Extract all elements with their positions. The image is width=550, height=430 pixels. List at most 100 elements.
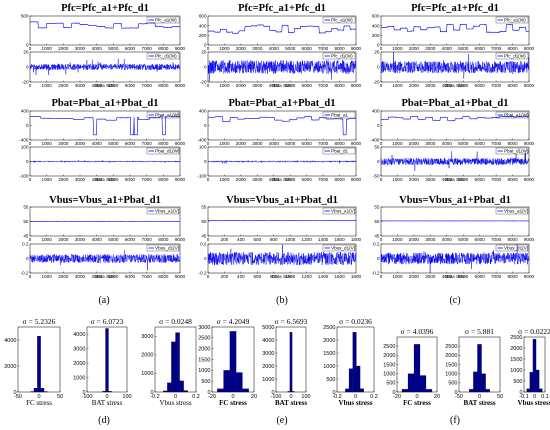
hist-xtick-label: 0 [37,394,40,400]
approx-axis-xtick-label: 4000 [442,237,453,242]
detail-axis-xtick-label: 3000 [425,83,436,88]
detail-axis-ytick-label: 0 [26,256,29,261]
approx-axis-frame [29,15,181,46]
detail-axis-legend-label: Pfc_d1(W) [504,54,526,59]
approx-axis-xtick-label: 4000 [92,141,103,146]
approx-axis-legend-box [146,111,180,119]
detail-axis-xtick-label: 1400 [318,274,329,279]
histogram-bar [352,332,357,393]
approx-axis-xtick-label: 3000 [425,141,436,146]
hist-xtick-label: 0 [105,394,108,400]
hist-ytick-label: 1500 [445,362,457,368]
hist-x-axis-label: Vbus stress [339,399,373,407]
subplot-title: Vbus=Vbus_a1+Pbat_d1 [399,195,511,206]
approx-axis-legend-box [322,207,356,215]
detail-axis-xtick-label: 3000 [75,83,86,88]
approx-axis-xtick-label: 1600 [334,237,345,242]
approx-axis-legend-label: Vbus_a1(V) [155,209,180,214]
detail-axis-xtick-label: 4000 [92,274,103,279]
detail-axis-ytick-label: 20 [374,50,380,55]
histogram-bar [108,391,112,393]
hist-ytick-label: 1000 [141,371,153,377]
panel-label: (f) [450,415,460,426]
approx-axis-ytick-label: 0 [204,123,207,128]
detail-axis-xtick-label: 0 [380,177,383,182]
hist-ytick-label: 2000 [198,346,210,352]
hist-ytick-label: 2000 [445,353,457,359]
approx-axis-ytick-label: 0 [377,123,380,128]
approx-axis-ytick-label: -400 [19,138,29,143]
histogram-bar [401,389,409,393]
approx-axis-xtick-label: 9000 [351,141,362,146]
approx-axis-xtick-label: 4000 [269,46,280,51]
hist-ytick-label: 500 [326,377,335,383]
histogram-bar [425,389,433,393]
x-axis-label: Data Size [95,177,115,182]
detail-axis-ytick-label: 0 [377,65,380,70]
panel-label: (e) [276,415,287,426]
subplot-title: Vbus=Vbus_a1+Pbat_d1 [226,195,338,206]
approx-axis-xtick-label: 4000 [92,237,103,242]
detail-axis-legend-label: Pfc_d1(W) [155,54,177,59]
histogram-bar [469,389,474,393]
detail-axis-xtick-label: 2000 [409,274,420,279]
detail-axis-xtick-label: 2000 [58,177,69,182]
hist-xtick-label: 0 [478,394,481,400]
hist-x-axis-label: BAT stress [463,399,495,407]
approx-axis-xtick-label: 0 [380,237,383,242]
approx-axis-xtick-label: 4000 [442,46,453,51]
approx-axis-xtick-label: 7000 [142,237,153,242]
approx-axis-xtick-label: 800 [270,237,278,242]
detail-axis-xtick-label: 3000 [425,274,436,279]
hist-x-axis-label: FC stress [403,399,431,407]
detail-axis-legend-label: Pbat_d1(W) [504,149,529,154]
detail-axis-legend-label: Vbus_d1(V) [331,246,356,251]
detail-axis-xtick-label: 0 [207,83,210,88]
hist-xtick-label: -0.1 [519,394,528,400]
hist-ytick-label: 500 [448,381,457,387]
detail-axis-xtick-label: 3000 [425,177,436,182]
approx-axis-legend-label: Pfc_a1(W) [331,18,353,23]
hist-xtick-label: 0 [415,394,418,400]
histogram-bar [183,390,188,393]
panel-label: (a) [98,295,109,306]
subplot-title: Pbat=Pbat_a1+Pbat_d1 [51,98,158,109]
x-axis-label: Data Size [445,177,465,182]
approx-axis-xtick-label: 5000 [285,46,296,51]
hist-ytick-label: 0 [519,390,522,396]
approx-axis-xtick-label: 2000 [236,141,247,146]
approx-axis-ytick-label: 45 [201,234,207,239]
approx-axis-xtick-label: 9000 [175,46,186,51]
histogram-bar [360,388,364,393]
detail-axis-xtick-label: 8000 [158,274,169,279]
detail-axis-xtick-label: 0 [207,177,210,182]
approx-axis-ytick-label: 55 [374,205,380,210]
detail-axis-xtick-label: 5000 [108,177,119,182]
detail-axis-xtick-label: 1600 [334,274,345,279]
detail-axis-xtick-label: 1000 [392,83,403,88]
detail-axis-ytick-label: -100 [19,174,29,179]
approx-axis-xtick-label: 8000 [334,141,345,146]
detail-axis-ytick-label: 0 [377,159,380,164]
detail-axis-xtick-label: 8000 [507,83,518,88]
detail-axis-xtick-label: 6000 [302,177,313,182]
detail-axis-xtick-label: 1000 [219,83,230,88]
approx-axis-ytick-label: -400 [370,138,380,143]
subplot-title: Pbat=Pbat_a1+Pbat_d1 [401,98,508,109]
histogram-bar [167,382,172,393]
detail-axis-ytick-label: 0 [26,159,29,164]
subplot-title: Pfc=Pfc_a1+Pfc_d1 [238,3,326,14]
approx-series-trace [380,23,530,33]
approx-axis-xtick-label: 9000 [175,141,186,146]
detail-axis-xtick-label: 1000 [392,274,403,279]
detail-axis-xtick-label: 7000 [142,83,153,88]
approx-axis-legend-label: Pbat_a1(W) [504,113,529,118]
sigma-label: σ = 4.2049 [217,317,250,326]
